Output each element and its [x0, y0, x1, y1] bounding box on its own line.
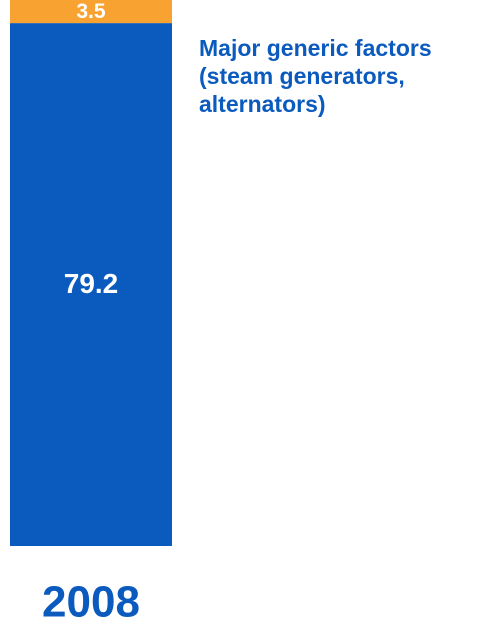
bar-segment [10, 23, 172, 547]
legend-label: Major generic factors (steam generators,… [199, 35, 432, 117]
bar-segment [10, 0, 172, 24]
x-tick-label: 2008 [42, 578, 140, 627]
data-label: 79.2 [64, 268, 119, 299]
data-label: 3.5 [76, 0, 106, 23]
